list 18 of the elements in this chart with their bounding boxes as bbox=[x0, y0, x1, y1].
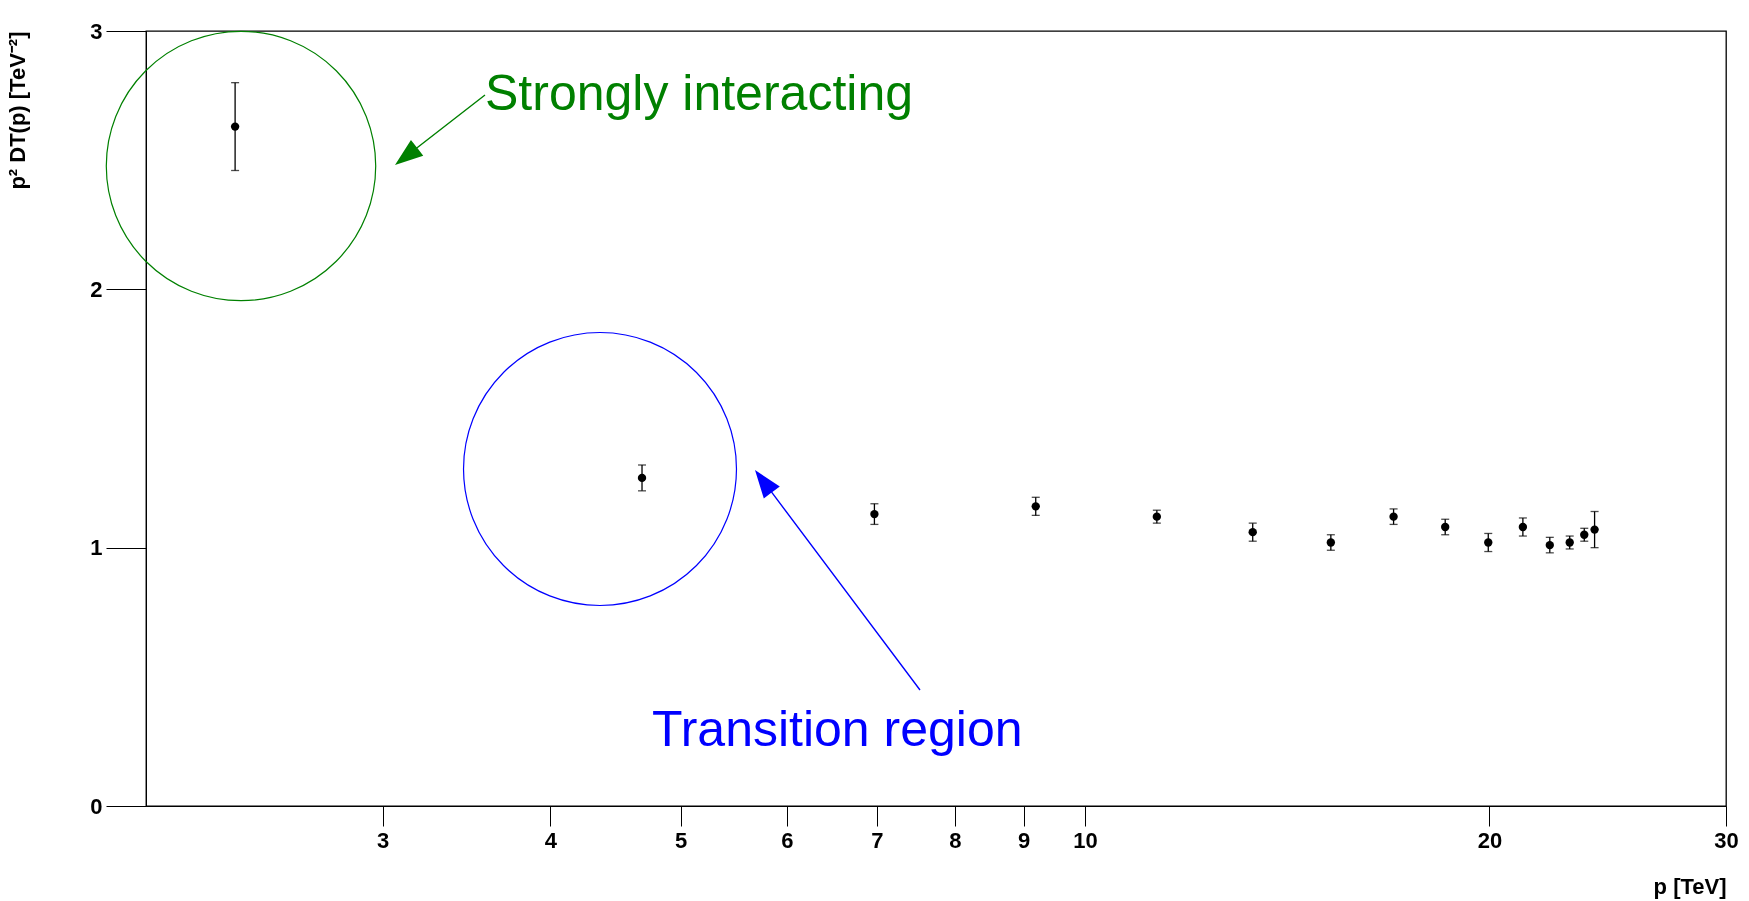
x-tick-label: 10 bbox=[1073, 827, 1098, 853]
annotation: Transition region bbox=[652, 701, 1023, 757]
annotation: Strongly interacting bbox=[485, 65, 914, 121]
x-tick-label: 7 bbox=[871, 827, 884, 853]
y-tick-label: 0 bbox=[90, 793, 103, 819]
x-tick-label: 5 bbox=[674, 827, 688, 853]
x-tick-label: 30 bbox=[1714, 827, 1739, 853]
x-tick-label: 4 bbox=[544, 827, 558, 853]
y-tick-label: 1 bbox=[90, 535, 103, 561]
x-axis-title: p [TeV] bbox=[1653, 873, 1727, 899]
y-axis-title: p² DT(p) [TeV⁻²] bbox=[5, 31, 31, 190]
x-tick-label: 3 bbox=[376, 827, 390, 853]
x-tick-label: 6 bbox=[781, 827, 794, 853]
y-tick-label: 2 bbox=[90, 276, 103, 302]
x-tick-label: 20 bbox=[1477, 827, 1503, 853]
x-tick-label: 8 bbox=[949, 827, 962, 853]
y-tick-label: 3 bbox=[90, 18, 103, 44]
x-tick-label: 9 bbox=[1017, 827, 1031, 853]
